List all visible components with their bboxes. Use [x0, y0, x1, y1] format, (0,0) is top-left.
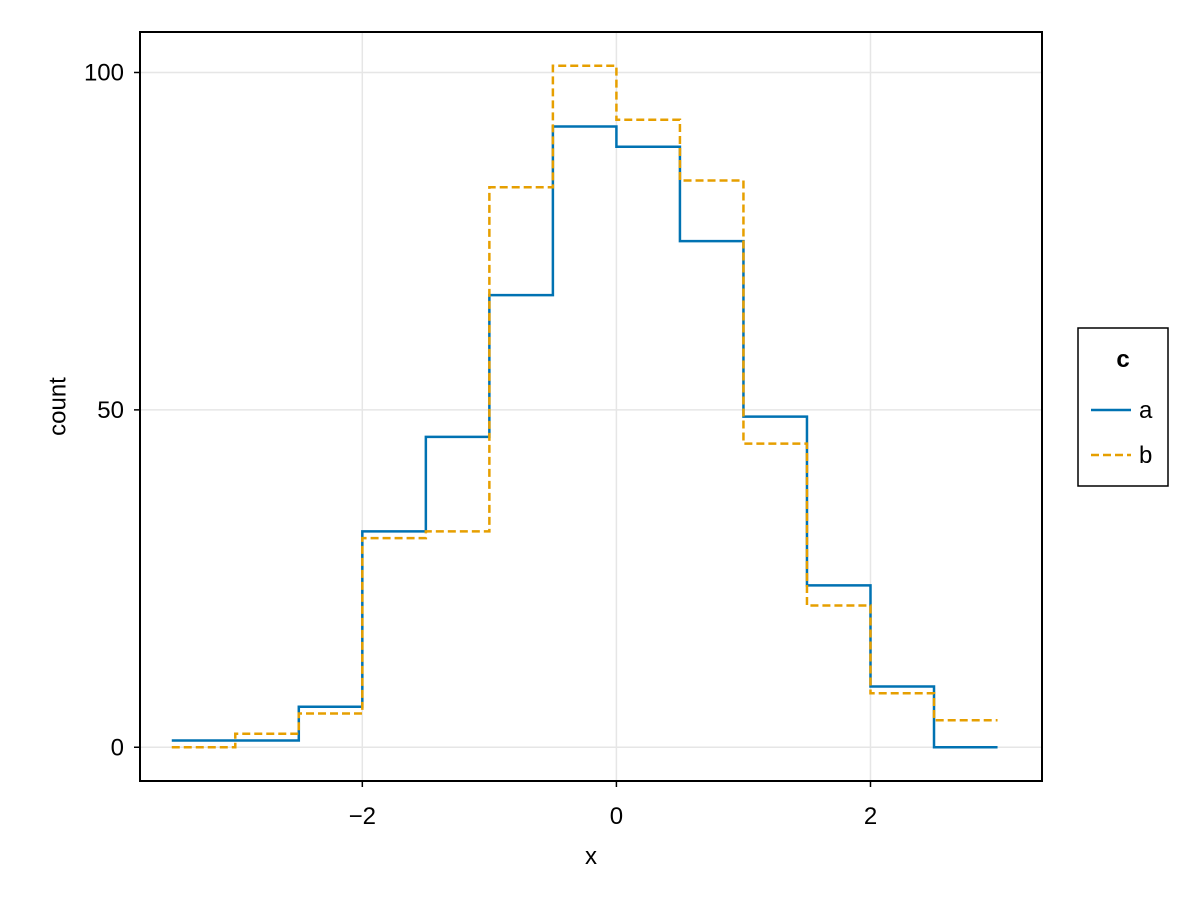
y-tick-label: 0 [111, 734, 124, 761]
legend: c ab [1077, 327, 1169, 487]
x-tick-label: 2 [864, 803, 877, 830]
legend-label-a: a [1139, 397, 1153, 424]
y-tick-label: 50 [97, 397, 124, 424]
plot-frame [139, 31, 1043, 782]
x-tick-label: 0 [610, 803, 623, 830]
y-axis-label: count [44, 377, 71, 436]
series-a-line [171, 125, 998, 749]
y-tick-label: 100 [84, 59, 124, 86]
x-tick-label: −2 [349, 803, 376, 830]
axis-ticks: −2 0 2 0 50 100 [84, 59, 877, 830]
legend-label-b: b [1139, 442, 1152, 469]
x-axis-label: x [585, 843, 597, 870]
legend-title: c [1116, 346, 1129, 373]
series-b-line [171, 64, 998, 749]
series-lines [171, 64, 998, 749]
legend-box [1077, 327, 1169, 487]
legend-items: ab [1091, 397, 1153, 469]
grid-lines [140, 32, 1042, 781]
